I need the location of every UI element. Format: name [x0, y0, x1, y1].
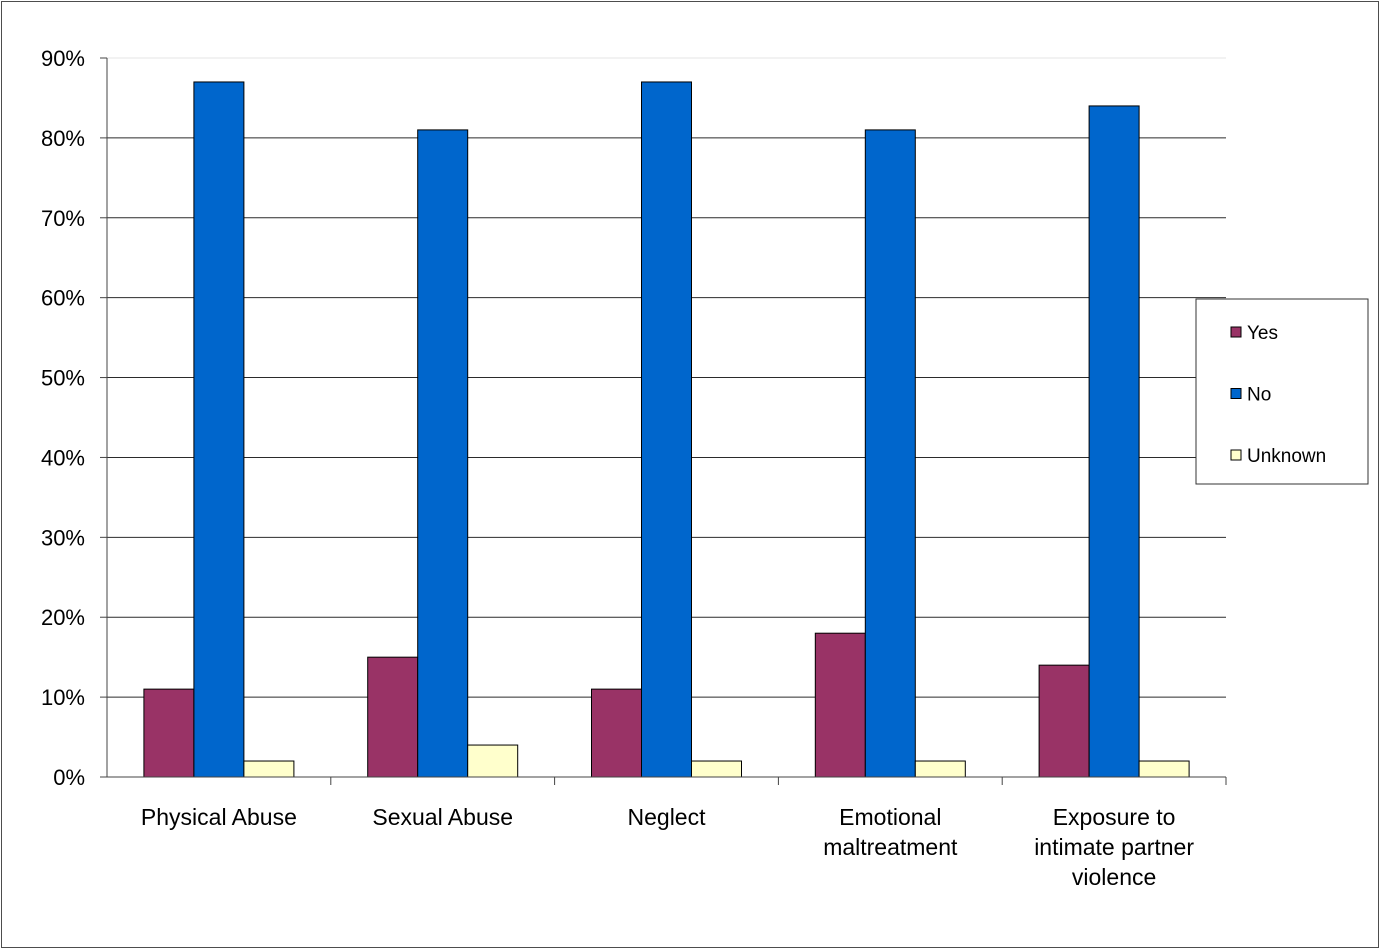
- y-tick-label: 50%: [41, 366, 85, 391]
- y-tick-label: 30%: [41, 525, 85, 550]
- x-category-label-line: maltreatment: [823, 834, 958, 860]
- legend-label-yes: Yes: [1247, 323, 1278, 344]
- bar-unknown: [914, 760, 966, 778]
- legend-label-unknown: Unknown: [1247, 446, 1326, 467]
- legend: Yes No Unknown: [1195, 298, 1369, 485]
- bar-yes: [591, 688, 642, 778]
- y-tick-label: 10%: [41, 685, 85, 710]
- bar-unknown: [1138, 760, 1190, 778]
- x-category-label-line: Exposure to: [1053, 804, 1176, 830]
- legend-box: [1195, 298, 1369, 485]
- bar-yes: [367, 656, 419, 778]
- x-category-label-line: Emotional: [839, 804, 941, 830]
- bar-no: [641, 81, 692, 778]
- x-category-label-line: Sexual Abuse: [372, 804, 513, 830]
- y-axis-tick-labels: 0% 10% 20% 30% 40% 50% 60% 70% 80% 90%: [41, 46, 85, 790]
- legend-swatch-yes: [1230, 326, 1242, 338]
- x-category-label-line: violence: [1072, 864, 1156, 890]
- bar-yes: [814, 632, 866, 778]
- bar-no: [193, 81, 245, 778]
- legend-label-no: No: [1247, 385, 1271, 406]
- bar-no: [417, 129, 469, 778]
- bar-no: [864, 129, 916, 778]
- x-category-label: Neglect: [628, 804, 707, 830]
- y-tick-label: 70%: [41, 206, 85, 231]
- axes: [100, 57, 1227, 785]
- bar-unknown: [243, 760, 295, 778]
- x-category-label-line: intimate partner: [1034, 834, 1194, 860]
- x-category-label: Sexual Abuse: [372, 804, 513, 830]
- y-tick-label: 60%: [41, 286, 85, 311]
- y-tick-label: 90%: [41, 46, 85, 71]
- x-category-label: Exposure to intimate partner violence: [1034, 804, 1194, 890]
- x-category-label: Physical Abuse: [141, 804, 297, 830]
- y-tick-label: 20%: [41, 605, 85, 630]
- bar-yes: [143, 688, 195, 778]
- x-category-label: Emotional maltreatment: [823, 804, 958, 860]
- legend-swatch-no: [1230, 388, 1242, 399]
- bar-unknown: [691, 760, 742, 778]
- bar-no: [1088, 105, 1140, 778]
- y-tick-label: 0%: [53, 765, 85, 790]
- y-tick-label: 80%: [41, 126, 85, 151]
- y-tick-label: 40%: [41, 445, 85, 470]
- legend-swatch-unknown: [1230, 449, 1242, 461]
- x-axis-category-labels: Physical Abuse Sexual Abuse Neglect Emotion…: [141, 804, 1194, 890]
- bar-yes: [1038, 664, 1090, 778]
- x-category-label-line: Physical Abuse: [141, 804, 297, 830]
- bars: [143, 81, 1190, 778]
- x-category-label-line: Neglect: [628, 804, 707, 830]
- bar-unknown: [467, 744, 519, 778]
